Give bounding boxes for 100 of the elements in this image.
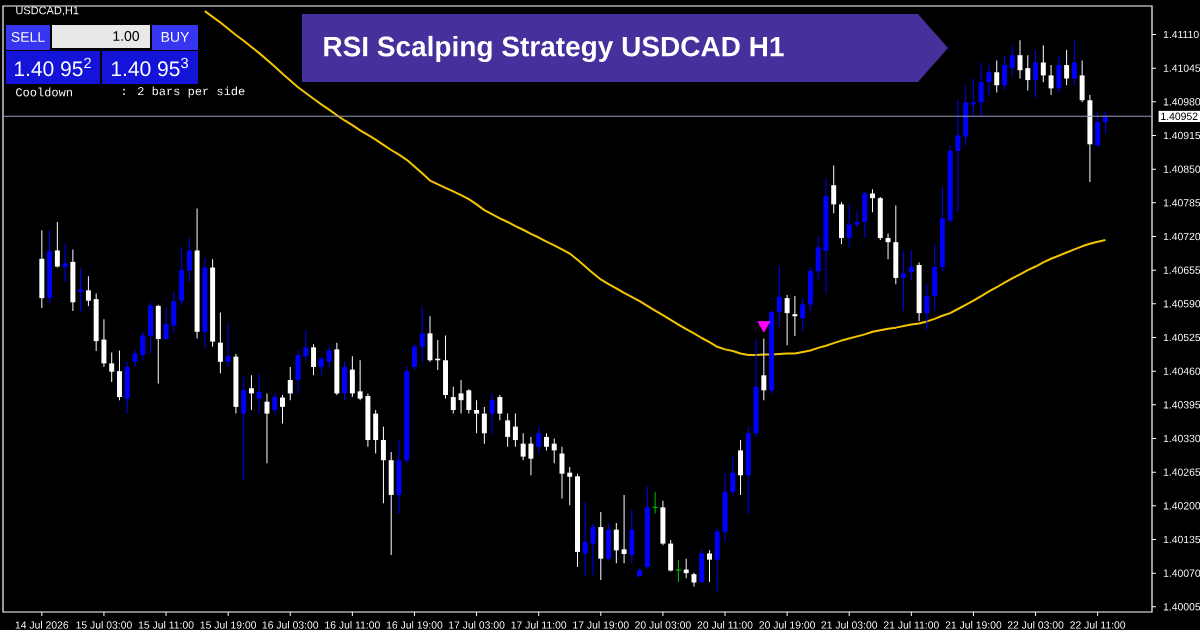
y-tick-label: 1.40655 xyxy=(1163,266,1200,274)
candlestick xyxy=(481,406,487,445)
candlestick xyxy=(846,203,852,248)
candlestick xyxy=(140,331,146,361)
candlestick xyxy=(287,366,293,401)
candlestick xyxy=(326,345,332,368)
y-tick-label: 1.40785 xyxy=(1163,199,1200,207)
chart-subtitle: USDCAD,H1 xyxy=(16,6,79,16)
y-tick-label: 1.40070 xyxy=(1163,569,1200,577)
candlestick xyxy=(707,549,712,583)
y-tick-label: 1.40590 xyxy=(1163,300,1200,308)
y-tick-label: 1.40915 xyxy=(1163,131,1200,140)
candlestick xyxy=(994,59,1000,93)
candlestick xyxy=(489,392,495,434)
candlestick xyxy=(62,243,68,284)
y-tick-label: 1.40980 xyxy=(1163,98,1200,106)
candlestick xyxy=(256,372,262,415)
x-tick-label: 22 Jul 03:00 xyxy=(1007,621,1064,629)
candlestick xyxy=(380,426,386,504)
candlestick xyxy=(730,456,736,496)
candlestick xyxy=(1033,49,1039,99)
candlestick xyxy=(101,318,107,368)
candlestick xyxy=(512,413,518,448)
candlestick xyxy=(264,392,270,464)
x-tick-label: 15 Jul 11:00 xyxy=(138,621,194,629)
candlestick xyxy=(217,312,223,374)
candlestick xyxy=(831,165,837,214)
candlestick xyxy=(1002,54,1007,91)
x-tick-label: 17 Jul 11:00 xyxy=(511,621,567,629)
candlestick xyxy=(419,306,425,363)
y-tick-label: 1.40005 xyxy=(1163,603,1200,611)
candlestick xyxy=(318,356,324,376)
text: RSI Scalping Strategy USDCAD H1 xyxy=(324,35,784,63)
candlestick xyxy=(613,522,619,564)
candlestick xyxy=(792,295,798,337)
y-tick-label: 1.40200 xyxy=(1163,502,1200,510)
candlestick xyxy=(908,249,914,281)
candlestick xyxy=(955,99,961,213)
candlestick xyxy=(163,307,169,341)
candlestick xyxy=(559,446,565,500)
candlestick xyxy=(675,559,682,583)
candlestick xyxy=(901,250,907,312)
candlestick xyxy=(474,399,480,434)
candlestick xyxy=(78,268,84,313)
candlestick xyxy=(497,394,503,421)
annotation: : 2 bars per side xyxy=(123,86,245,98)
x-tick-label: 17 Jul 03:00 xyxy=(449,621,505,629)
y-tick-label: 1.40720 xyxy=(1163,232,1200,241)
y-tick-label: 1.41045 xyxy=(1163,64,1200,72)
candlestick xyxy=(621,494,627,564)
x-tick-label: 14 Jul 2026 xyxy=(15,621,69,629)
candlestick xyxy=(85,275,91,307)
candlestick xyxy=(505,413,511,448)
candlestick xyxy=(241,376,247,481)
candlestick xyxy=(1040,44,1046,83)
candlestick xyxy=(1009,44,1015,76)
candlestick xyxy=(1071,39,1077,86)
candlestick xyxy=(885,232,891,260)
annotation: BUY xyxy=(161,32,190,42)
candlestick xyxy=(1017,39,1023,80)
x-tick-label: 21 Jul 19:00 xyxy=(945,621,1002,629)
y-tick-label: 1.40850 xyxy=(1163,165,1200,173)
candlestick xyxy=(776,265,782,328)
candlestick xyxy=(870,188,876,213)
y-tick-label: 1.40395 xyxy=(1163,401,1200,409)
candlestick xyxy=(520,432,526,461)
candlestick xyxy=(1025,54,1031,91)
annotation: 1.40 95$^{2}$ xyxy=(14,57,91,77)
x-tick-label: 20 Jul 11:00 xyxy=(697,621,753,629)
candlestick xyxy=(109,352,115,383)
annotation: 1.40 95$^{3}$ xyxy=(111,57,188,77)
x-tick-label: 15 Jul 19:00 xyxy=(200,621,257,629)
candlestick xyxy=(551,437,557,464)
candlestick xyxy=(280,394,285,424)
candlestick xyxy=(536,426,542,454)
candlestick xyxy=(986,64,992,96)
x-tick-label: 21 Jul 11:00 xyxy=(883,621,939,629)
candlestick xyxy=(528,436,534,476)
ref-line-label: 1.40952 xyxy=(1161,112,1198,120)
candlestick xyxy=(761,338,767,401)
candlestick xyxy=(450,386,456,415)
candlestick xyxy=(458,379,464,415)
y-tick-label: 1.40460 xyxy=(1163,367,1200,375)
candlestick xyxy=(978,61,984,118)
candlestick xyxy=(1056,54,1062,93)
x-tick-label: 22 Jul 11:00 xyxy=(1070,621,1126,629)
candlestick xyxy=(1095,110,1101,148)
candlestick xyxy=(311,343,317,376)
candlestick xyxy=(567,466,573,506)
candlestick xyxy=(411,343,417,371)
x-tick-label: 15 Jul 03:00 xyxy=(76,621,132,629)
x-tick-label: 20 Jul 19:00 xyxy=(759,621,816,629)
candlestick xyxy=(349,355,355,398)
x-tick-label: 16 Jul 11:00 xyxy=(325,621,380,629)
y-tick-label: 1.40265 xyxy=(1163,468,1200,476)
candlestick xyxy=(970,78,976,117)
candlestick xyxy=(248,374,254,411)
annotation: SELL xyxy=(11,32,45,42)
y-tick-label: 1.40330 xyxy=(1163,434,1200,443)
annotation: Cooldown xyxy=(16,87,72,97)
